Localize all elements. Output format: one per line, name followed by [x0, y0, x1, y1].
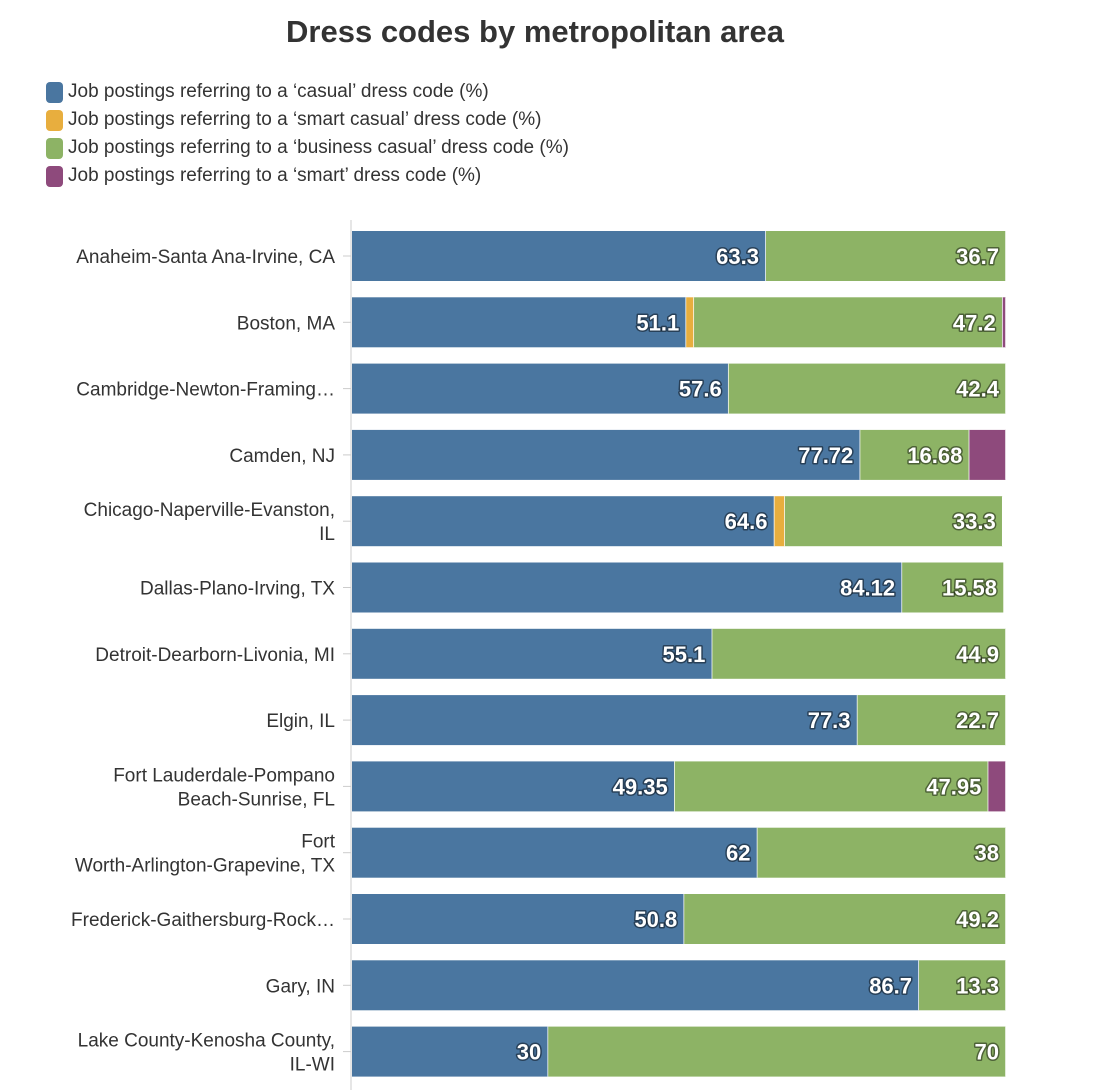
bar-segment — [352, 297, 687, 348]
bar-segment — [857, 695, 1006, 746]
chart-title: Dress codes by metropolitan area — [286, 14, 784, 49]
data-label: 33.3 — [953, 509, 996, 534]
legend-item-smart[interactable]: Job postings referring to a ‘smart’ dres… — [46, 162, 569, 190]
category-label: Boston, MA — [237, 313, 336, 334]
data-label: 62 — [726, 841, 750, 866]
bar-segment — [352, 231, 766, 281]
bar-segment — [712, 628, 1006, 679]
legend-swatch-business-casual — [46, 137, 63, 159]
data-label: 22.7 — [956, 708, 999, 733]
bar-segment — [728, 363, 1006, 414]
bar-segment — [902, 562, 1005, 613]
category-label: Lake County-Kenosha County, — [78, 1031, 335, 1052]
bar-segment — [352, 562, 903, 613]
bar-segment — [694, 297, 1003, 348]
category-label: IL — [319, 524, 335, 545]
category-label: IL-WI — [290, 1055, 335, 1076]
bar-segment — [352, 363, 729, 414]
bar-segment — [352, 894, 685, 944]
category-label: Fort Lauderdale-Pompano — [113, 765, 335, 786]
legend-label-casual: Job postings referring to a ‘casual’ dre… — [68, 81, 489, 102]
bar-segment — [784, 496, 1003, 547]
bar-segment — [352, 628, 713, 679]
bar-segment — [684, 894, 1006, 944]
bar-segment — [757, 827, 1006, 878]
data-label: 49.2 — [956, 907, 999, 932]
bar-segment — [352, 827, 758, 878]
bar-segment — [352, 429, 861, 480]
data-label: 13.3 — [956, 973, 999, 998]
category-label: Camden, NJ — [229, 446, 335, 467]
legend-item-business-casual[interactable]: Job postings referring to a ‘business ca… — [46, 134, 569, 162]
data-label: 30 — [517, 1040, 541, 1065]
category-label: Gary, IN — [266, 976, 335, 997]
bar-segment — [988, 761, 1006, 812]
data-label: 57.6 — [679, 377, 722, 402]
legend-label-business-casual: Job postings referring to a ‘business ca… — [68, 137, 569, 158]
legend-item-smart-casual[interactable]: Job postings referring to a ‘smart casua… — [46, 106, 569, 134]
category-label: Worth-Arlington-Grapevine, TX — [75, 856, 335, 877]
legend-swatch-smart — [46, 165, 63, 187]
bar-segment — [860, 429, 970, 480]
data-label: 77.3 — [808, 708, 851, 733]
data-label: 77.72 — [798, 443, 853, 468]
data-label: 15.58 — [942, 576, 997, 601]
data-label: 36.7 — [956, 244, 999, 269]
data-label: 50.8 — [634, 907, 677, 932]
data-label: 49.35 — [613, 774, 668, 799]
category-label: Chicago-Naperville-Evanston, — [84, 500, 335, 521]
category-label: Elgin, IL — [266, 711, 335, 732]
bar-segment — [919, 960, 1006, 1011]
category-label: Cambridge-Newton-Framing… — [76, 380, 335, 401]
data-label: 84.12 — [840, 576, 895, 601]
data-label: 51.1 — [636, 310, 679, 335]
data-label: 86.7 — [869, 973, 912, 998]
legend-swatch-smart-casual — [46, 109, 63, 131]
bar-segment — [674, 761, 989, 812]
data-label: 47.95 — [926, 774, 981, 799]
bar-segment — [352, 960, 920, 1011]
bar-segment — [1002, 297, 1006, 348]
data-label: 63.3 — [716, 244, 759, 269]
data-label: 16.68 — [907, 443, 962, 468]
data-label: 38 — [975, 841, 999, 866]
category-label: Anaheim-Santa Ana-Irvine, CA — [76, 247, 335, 268]
data-label: 44.9 — [956, 642, 999, 667]
bar-segment — [686, 297, 695, 348]
bar-segment — [352, 761, 675, 812]
category-label: Frederick-Gaithersburg-Rock… — [71, 910, 335, 931]
data-label: 64.6 — [725, 509, 768, 534]
data-label: 47.2 — [953, 310, 996, 335]
legend-item-casual[interactable]: Job postings referring to a ‘casual’ dre… — [46, 78, 569, 106]
legend-swatch-casual — [46, 81, 63, 103]
data-label: 42.4 — [956, 377, 1000, 402]
category-label: Dallas-Plano-Irving, TX — [140, 579, 335, 600]
bar-segment — [765, 231, 1006, 281]
bar-segment — [352, 1026, 549, 1077]
category-label: Fort — [301, 832, 336, 853]
legend: Job postings referring to a ‘casual’ dre… — [46, 78, 569, 190]
legend-label-smart-casual: Job postings referring to a ‘smart casua… — [68, 109, 542, 130]
category-label: Beach-Sunrise, FL — [178, 789, 335, 810]
bar-segment — [352, 695, 858, 746]
category-label: Detroit-Dearborn-Livonia, MI — [95, 645, 335, 666]
bar-segment — [548, 1026, 1006, 1077]
bar-segment — [352, 496, 775, 547]
data-label: 70 — [975, 1040, 999, 1065]
legend-label-smart: Job postings referring to a ‘smart’ dres… — [68, 165, 482, 186]
bar-segment — [969, 429, 1006, 480]
bar-segment — [774, 496, 785, 547]
data-label: 55.1 — [663, 642, 706, 667]
